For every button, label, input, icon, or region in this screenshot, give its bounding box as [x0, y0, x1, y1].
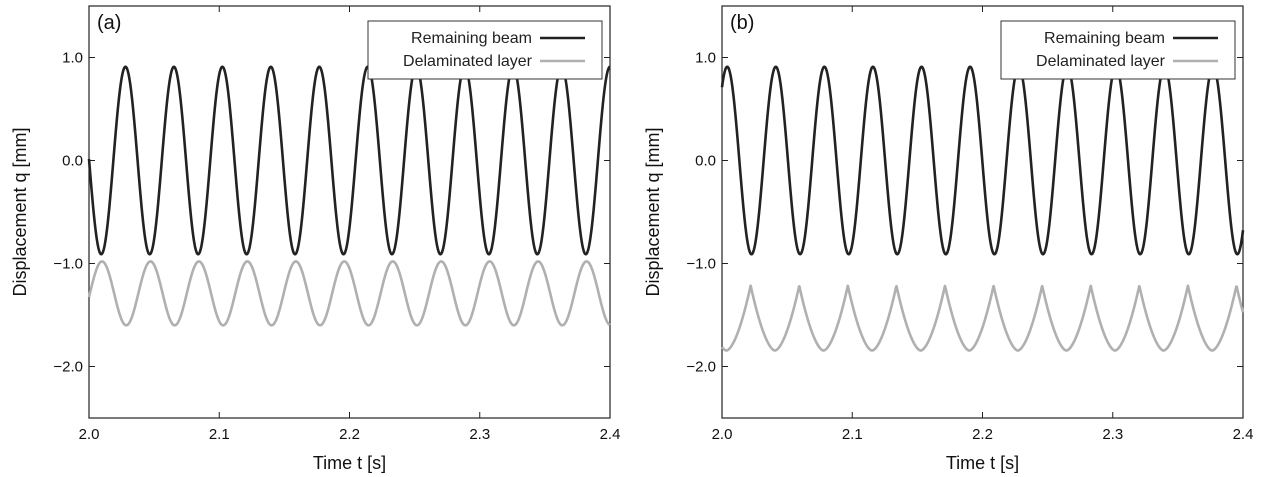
x-tick-label: 2.1 [209, 426, 230, 443]
legend-box [367, 20, 603, 80]
x-tick-label: 2.3 [1102, 426, 1123, 443]
x-tick-label: 2.3 [469, 426, 490, 443]
y-axis-label: Displacement q [mm] [10, 127, 30, 296]
y-tick-labels: 1.0 0.0 −1.0 −2.0 [53, 50, 83, 376]
x-tick-labels: 2.0 2.1 2.2 2.3 2.4 [712, 426, 1254, 443]
legend: Remaining beam Delaminated layer [367, 20, 603, 80]
y-tick-label: 1.0 [695, 50, 716, 67]
panel-label: (a) [97, 12, 121, 34]
x-axis-label: Time t [s] [946, 453, 1019, 473]
x-tick-labels: 2.0 2.1 2.2 2.3 2.4 [79, 426, 621, 443]
y-tick-label: −2.0 [686, 359, 716, 376]
x-tick-label: 2.2 [339, 426, 360, 443]
x-tick-label: 2.4 [1233, 426, 1254, 443]
y-tick-label: −2.0 [53, 359, 83, 376]
legend-label-remaining-beam: Remaining beam [1044, 30, 1165, 47]
axis-ticks [721, 6, 1244, 418]
x-tick-label: 2.0 [712, 426, 733, 443]
panel-label: (b) [730, 12, 754, 34]
series-line-delaminated-layer [87, 260, 611, 327]
x-tick-label: 2.4 [600, 426, 621, 443]
y-tick-label: −1.0 [53, 256, 83, 273]
legend-label-delaminated-layer: Delaminated layer [1036, 53, 1166, 70]
chart-panel-a: 2.0 2.1 2.2 2.3 2.4 1.0 0.0 −1.0 −2.0 (a) Time … [10, 5, 621, 473]
legend-label-delaminated-layer: Delaminated layer [403, 53, 533, 70]
y-tick-labels: 1.0 0.0 −1.0 −2.0 [686, 50, 716, 376]
y-axis-label: Displacement q [mm] [643, 127, 663, 296]
legend-label-remaining-beam: Remaining beam [411, 30, 532, 47]
series-lines [720, 65, 1245, 352]
chart-panel-b: 2.0 2.1 2.2 2.3 2.4 1.0 0.0 −1.0 −2.0 (b) Time … [643, 5, 1254, 473]
legend: Remaining beam Delaminated layer [1000, 20, 1236, 80]
y-tick-label: 1.0 [62, 50, 83, 67]
legend-box [1000, 20, 1236, 80]
x-axis-label: Time t [s] [313, 453, 386, 473]
y-tick-label: 0.0 [62, 153, 83, 170]
y-tick-label: 0.0 [695, 153, 716, 170]
series-line-delaminated-layer [720, 284, 1245, 352]
series-line-remaining-beam [720, 65, 1245, 256]
x-tick-label: 2.1 [842, 426, 863, 443]
series-lines [87, 65, 611, 327]
x-tick-label: 2.2 [972, 426, 993, 443]
x-tick-label: 2.0 [79, 426, 100, 443]
series-line-remaining-beam [87, 65, 611, 256]
y-tick-label: −1.0 [686, 256, 716, 273]
